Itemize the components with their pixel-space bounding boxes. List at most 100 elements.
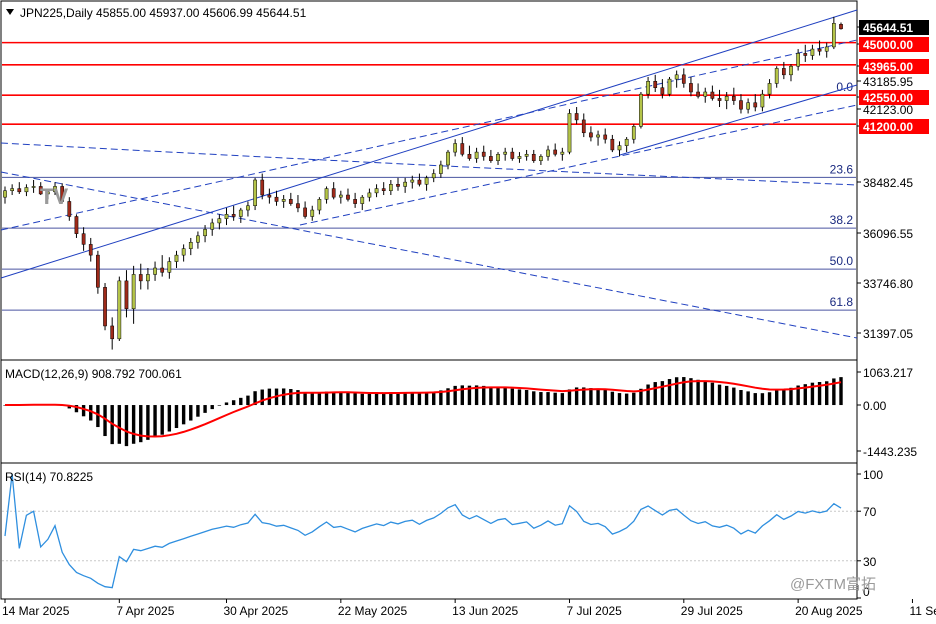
candlesticks [3, 16, 843, 350]
macd-histogram-bar [231, 400, 236, 406]
macd-histogram-bar [239, 397, 243, 406]
candle [731, 87, 736, 105]
candle-body [617, 145, 622, 151]
macd-histogram-bar [339, 391, 343, 406]
candle [610, 134, 615, 153]
candle [338, 190, 343, 204]
channel-upper-line [0, 9, 858, 279]
candle-body [760, 93, 765, 108]
rsi-axis-label: 100 [863, 468, 883, 482]
macd-histogram-bar [217, 405, 222, 406]
macd-histogram-bar [167, 405, 172, 432]
candle-body [310, 209, 315, 217]
candle [639, 92, 643, 129]
candle-body [674, 74, 679, 80]
candle [310, 205, 315, 221]
candle [46, 188, 50, 200]
candle [617, 141, 622, 157]
candle [360, 195, 365, 211]
time-label: 22 May 2025 [338, 604, 408, 618]
menu-triangle-icon[interactable] [6, 9, 14, 15]
candle-body [824, 46, 829, 52]
macd-histogram-bar [717, 384, 722, 406]
macd-histogram-bar [103, 405, 107, 437]
macd-histogram-bar [510, 388, 515, 406]
macd-histogram-bar [553, 392, 557, 406]
candle [160, 255, 165, 277]
candle [53, 182, 57, 196]
macd-histogram-bar [331, 391, 336, 406]
candle-body [596, 134, 600, 138]
candle [524, 149, 529, 161]
macd-axis-label: 1063.217 [863, 366, 913, 380]
candle [181, 244, 186, 262]
macd-histogram-bar [124, 405, 129, 447]
candle [839, 22, 843, 30]
candle [3, 186, 7, 204]
macd-histogram-bar [532, 391, 536, 406]
rsi-axis: 100 70 30 0 [857, 468, 883, 599]
candle-body [531, 153, 536, 161]
candle-body [338, 194, 343, 198]
candle-body [646, 81, 650, 95]
candle [431, 169, 436, 183]
candle [574, 107, 579, 125]
candle [560, 147, 565, 161]
macd-histogram-bar [653, 382, 657, 406]
candle [646, 76, 650, 99]
candle-body [746, 102, 750, 110]
macd-histogram-bar [760, 393, 765, 406]
macd-histogram-bar [382, 393, 386, 406]
down-trend-line [0, 171, 858, 339]
candle-body [803, 53, 808, 56]
rsi-axis-label: 30 [863, 555, 877, 569]
candle [246, 201, 250, 217]
candle [267, 188, 272, 204]
macd-histogram-bar [596, 388, 600, 406]
macd-histogram-bar [389, 392, 393, 406]
candle-body [288, 199, 293, 204]
candle [767, 79, 772, 99]
candle-body [96, 254, 100, 288]
time-label: 11 Sep 2025 [909, 604, 936, 618]
macd-histogram-bar [624, 393, 629, 406]
candle [631, 124, 636, 144]
macd-histogram-bar [732, 387, 736, 406]
candle [253, 177, 257, 211]
candle-body [324, 188, 329, 200]
candle [374, 184, 379, 198]
macd-histogram-bar [296, 390, 300, 406]
price-label: 36096.55 [863, 227, 913, 241]
candle [474, 147, 479, 163]
candle [660, 79, 665, 99]
plot-frame [0, 0, 858, 600]
candle [381, 182, 386, 196]
price-label-box [859, 90, 929, 105]
candle-body [31, 186, 36, 188]
candle [17, 182, 22, 194]
candle [496, 152, 500, 165]
candle [760, 89, 765, 112]
macd-histogram-bar [67, 405, 72, 409]
price-label: 41200.00 [863, 120, 913, 134]
candle-body [453, 143, 458, 153]
candle [81, 227, 86, 251]
macd-histogram-bar [546, 392, 550, 406]
candle [489, 149, 493, 163]
macd-histogram-bar [682, 377, 686, 406]
candle-body [153, 267, 157, 275]
candle-body [410, 179, 415, 183]
candle [96, 250, 100, 294]
macd-histogram-bar [489, 386, 493, 406]
candle [467, 145, 472, 161]
candle [238, 207, 243, 223]
macd-histogram-bar [310, 393, 314, 406]
macd-histogram-bar [131, 405, 136, 444]
candle-body [374, 188, 379, 194]
candle [38, 182, 43, 196]
candle [296, 195, 300, 213]
rsi-pane [2, 473, 856, 589]
candle [746, 98, 750, 114]
candle [260, 173, 265, 200]
macd-histogram-bar [789, 387, 793, 406]
